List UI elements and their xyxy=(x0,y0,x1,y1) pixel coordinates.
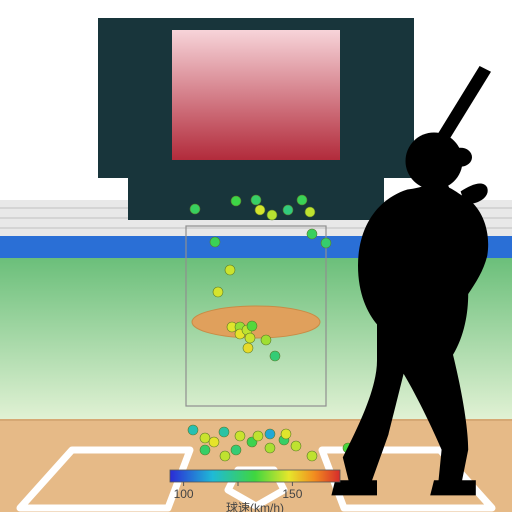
pitch-point xyxy=(281,429,291,439)
pitch-point xyxy=(265,429,275,439)
pitch-point xyxy=(307,229,317,239)
pitch-point xyxy=(210,237,220,247)
pitch-point xyxy=(220,451,230,461)
scoreboard-screen xyxy=(172,30,340,160)
pitch-point xyxy=(297,195,307,205)
pitch-point xyxy=(188,425,198,435)
pitch-point xyxy=(270,351,280,361)
pitch-point xyxy=(251,195,261,205)
pitch-point xyxy=(245,333,255,343)
pitch-point xyxy=(247,321,257,331)
pitch-point xyxy=(255,205,265,215)
pitch-point xyxy=(307,451,317,461)
pitch-point xyxy=(200,445,210,455)
colorbar-axis-label: 球速(km/h) xyxy=(226,501,284,512)
pitch-point xyxy=(213,287,223,297)
pitch-point xyxy=(261,335,271,345)
pitch-point xyxy=(305,207,315,217)
pitch-point xyxy=(231,445,241,455)
pitch-point xyxy=(243,343,253,353)
colorbar-tick-label: 100 xyxy=(174,487,194,501)
pitch-point xyxy=(291,441,301,451)
pitch-point xyxy=(265,443,275,453)
pitch-point xyxy=(283,205,293,215)
pitch-point xyxy=(190,204,200,214)
colorbar xyxy=(170,470,340,482)
pitch-point xyxy=(231,196,241,206)
pitch-point xyxy=(200,433,210,443)
pitch-point xyxy=(253,431,263,441)
pitch-point xyxy=(235,431,245,441)
pitch-point xyxy=(321,238,331,248)
pitchers-mound xyxy=(192,306,320,338)
colorbar-tick-label: 150 xyxy=(282,487,302,501)
pitch-point xyxy=(267,210,277,220)
pitch-location-chart: 100 150球速(km/h) xyxy=(0,0,512,512)
pitch-point xyxy=(219,427,229,437)
pitch-point xyxy=(209,437,219,447)
pitch-point xyxy=(225,265,235,275)
